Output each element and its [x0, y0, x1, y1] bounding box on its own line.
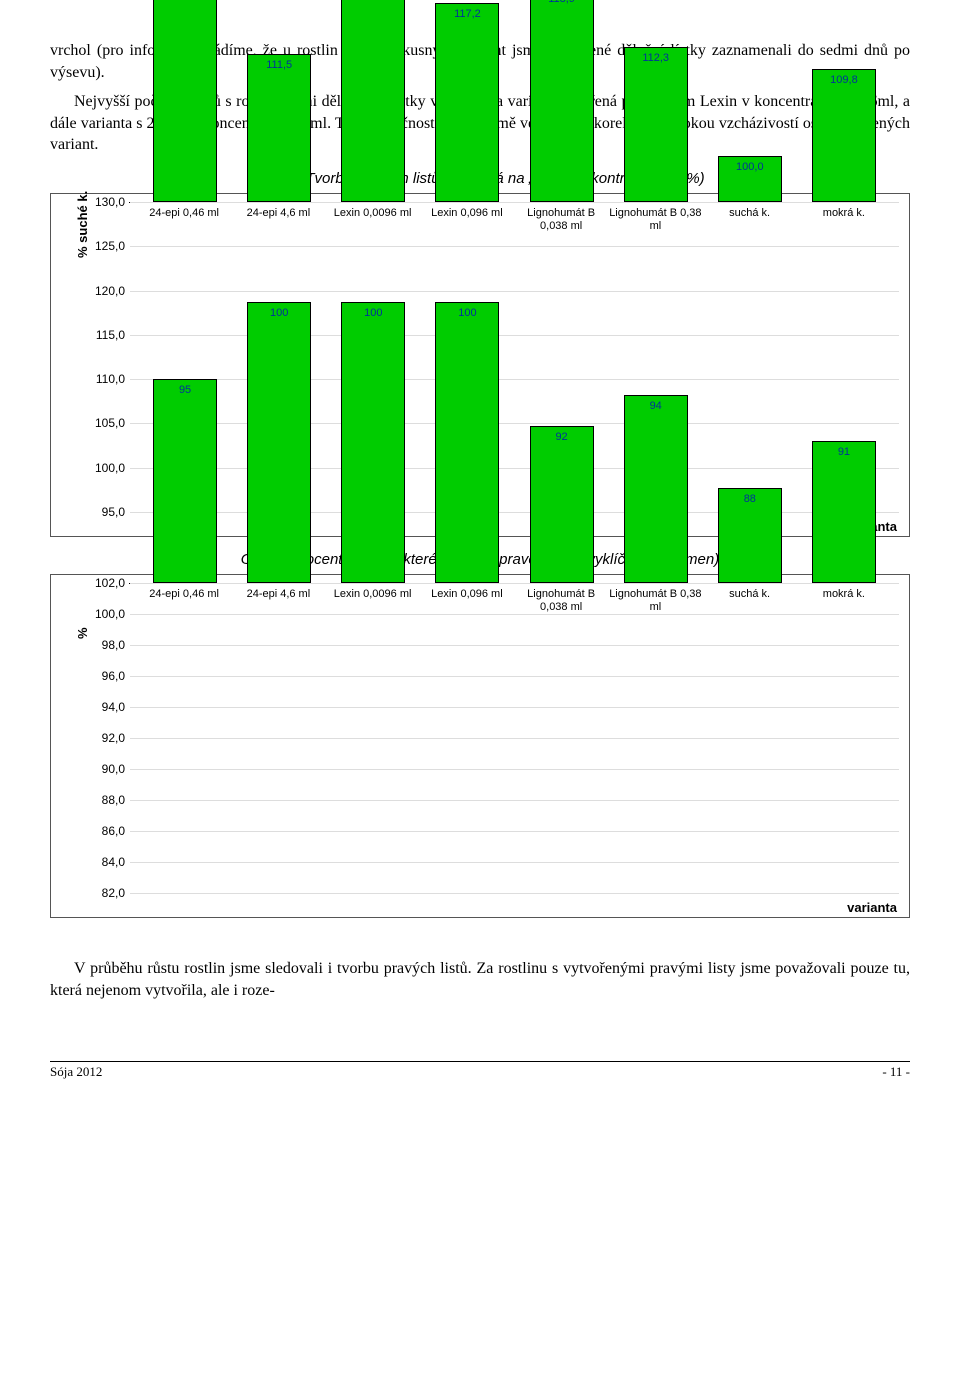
y-tick: 90,0	[83, 763, 125, 794]
x-tick: Lexin 0,096 ml	[420, 588, 514, 614]
bar: 117,2	[435, 3, 499, 202]
bar-value-label: 95	[179, 384, 191, 396]
bar-value-label: 94	[650, 400, 662, 412]
bar: 91	[812, 441, 876, 583]
x-tick: mokrá k.	[797, 588, 891, 614]
y-tick: 110,0	[83, 373, 125, 417]
page-footer: Sója 2012 - 11 -	[50, 1061, 910, 1080]
bar-value-label: 91	[838, 446, 850, 458]
bar: 112,3	[624, 47, 688, 202]
y-tick: 86,0	[83, 825, 125, 856]
bar-value-label: 100	[364, 307, 382, 319]
y-tick: 94,0	[83, 701, 125, 732]
bar-value-label: 100	[458, 307, 476, 319]
x-tick: suchá k.	[703, 588, 797, 614]
bar: 109,8	[812, 69, 876, 202]
x-tick: 24-epi 4,6 ml	[231, 588, 325, 614]
x-tick: Lexin 0,096 ml	[420, 207, 514, 233]
bar: 94	[624, 395, 688, 583]
footer-right: - 11 -	[882, 1064, 910, 1080]
y-tick: 92,0	[83, 732, 125, 763]
bar-value-label: 100,0	[736, 161, 764, 173]
y-tick: 102,0	[83, 577, 125, 608]
x-tick: Lignohumát B 0,38 ml	[608, 207, 702, 233]
y-tick: 88,0	[83, 794, 125, 825]
x-tick: Lignohumát B 0,038 ml	[514, 207, 608, 233]
x-tick: 24-epi 4,6 ml	[231, 207, 325, 233]
y-tick: 130,0	[83, 196, 125, 240]
y-tick: 96,0	[83, 670, 125, 701]
x-tick: Lignohumát B 0,038 ml	[514, 588, 608, 614]
y-tick: 120,0	[83, 285, 125, 329]
bar-value-label: 88	[744, 493, 756, 505]
bar-value-label: 92	[555, 431, 567, 443]
bar: 100	[341, 302, 405, 583]
bar: 111,5	[247, 54, 311, 202]
chart6-frame: %102,0100,098,096,094,092,090,088,086,08…	[50, 574, 910, 918]
bar-value-label: 111,5	[266, 59, 292, 71]
x-tick: Lignohumát B 0,38 ml	[608, 588, 702, 614]
y-tick: 98,0	[83, 639, 125, 670]
bar: 100,0	[718, 156, 782, 202]
bar-value-label: 118,9	[548, 0, 575, 5]
x-tick: Lexin 0,0096 ml	[326, 207, 420, 233]
bar: 100	[247, 302, 311, 583]
bar-value-label: 100	[270, 307, 288, 319]
chart6-xlabel: varianta	[847, 900, 897, 915]
bar-value-label: 112,3	[642, 52, 669, 64]
y-tick: 84,0	[83, 856, 125, 887]
footer-left: Sója 2012	[50, 1064, 102, 1080]
chart6: %102,0100,098,096,094,092,090,088,086,08…	[61, 583, 899, 893]
bar-value-label: 117,2	[454, 8, 481, 20]
y-tick: 105,0	[83, 417, 125, 461]
bar-value-label: 109,8	[830, 74, 858, 86]
y-tick: 100,0	[83, 608, 125, 639]
bar: 95	[153, 379, 217, 583]
x-tick: Lexin 0,0096 ml	[326, 588, 420, 614]
y-tick: 100,0	[83, 462, 125, 506]
x-tick: 24-epi 0,46 ml	[137, 207, 231, 233]
y-tick: 115,0	[83, 329, 125, 373]
bar: 118,9	[530, 0, 594, 202]
paragraph: V průběhu růstu rostlin jsme sledovali i…	[50, 958, 910, 1001]
x-tick: suchá k.	[703, 207, 797, 233]
x-tick: mokrá k.	[797, 207, 891, 233]
y-tick: 125,0	[83, 240, 125, 284]
bar: 127,0	[341, 0, 405, 202]
bar: 92	[530, 426, 594, 583]
x-tick: 24-epi 0,46 ml	[137, 588, 231, 614]
bar: 88	[718, 488, 782, 583]
bar: 100	[435, 302, 499, 583]
bar: 126,2	[153, 0, 217, 202]
